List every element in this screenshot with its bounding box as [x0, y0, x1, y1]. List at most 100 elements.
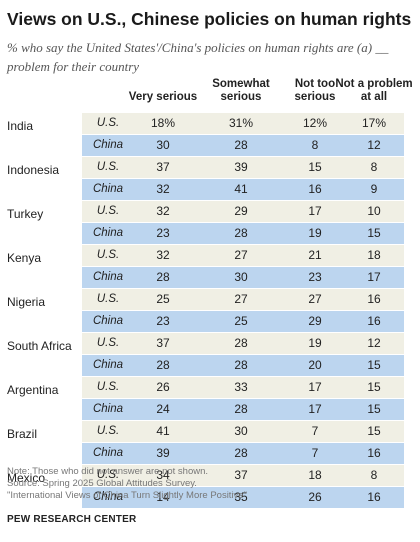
table-row: China 28 28 20 15: [82, 355, 404, 376]
table-row: China 14 35 26 16: [82, 487, 404, 508]
column-header: Somewhat serious: [212, 78, 270, 103]
table-cell: 28: [234, 138, 248, 152]
table-cell: 39: [234, 160, 248, 174]
table-cell: 30: [156, 138, 170, 152]
table-cell: 23: [308, 270, 322, 284]
table-row: U.S. 37 39 15 8: [82, 157, 404, 178]
table-cell: 26: [156, 380, 170, 394]
table-cell: 35: [234, 490, 248, 504]
report-title-line: "International Views of China Turn Sligh…: [7, 490, 247, 501]
table-cell: 31%: [228, 116, 254, 130]
series-label: U.S.: [96, 337, 120, 349]
table-row: U.S. 32 29 17 10: [82, 201, 404, 222]
series-label: China: [92, 403, 124, 415]
table-cell: 27: [234, 248, 248, 262]
column-header: Very serious: [128, 91, 198, 103]
table-cell: 15: [367, 358, 381, 372]
table-cell: 10: [367, 204, 381, 218]
table-cell: 28: [234, 402, 248, 416]
series-label: U.S.: [96, 205, 120, 217]
table-cell: 25: [234, 314, 248, 328]
series-label: China: [92, 183, 124, 195]
table-cell: 16: [367, 446, 381, 460]
chart-subtitle: % who say the United States'/China's pol…: [7, 40, 389, 74]
table-cell: 7: [311, 424, 319, 438]
table-cell: 7: [311, 446, 319, 460]
table-cell: 17: [308, 380, 322, 394]
country-label: Mexico: [7, 471, 46, 485]
table-cell: 41: [234, 182, 248, 196]
table-row: China 32 41 16 9: [82, 179, 404, 200]
table-cell: 16: [367, 292, 381, 306]
table-cell: 19: [308, 226, 322, 240]
table-cell: 30: [234, 424, 248, 438]
table-cell: 27: [308, 292, 322, 306]
table-cell: 32: [156, 248, 170, 262]
table-cell: 28: [234, 446, 248, 460]
table-cell: 28: [156, 270, 170, 284]
table-cell: 41: [156, 424, 170, 438]
table-row: U.S. 18% 31% 12% 17%: [82, 113, 404, 134]
table-row: China 30 28 8 12: [82, 135, 404, 156]
table-cell: 17: [367, 270, 381, 284]
table-cell: 28: [156, 358, 170, 372]
table-row: U.S. 25 27 27 16: [82, 289, 404, 310]
brand-logo-text: PEW RESEARCH CENTER: [7, 514, 137, 525]
table-cell: 9: [370, 182, 378, 196]
table-cell: 14: [156, 490, 170, 504]
table-cell: 15: [367, 226, 381, 240]
series-label: U.S.: [96, 425, 120, 437]
table-cell: 32: [156, 204, 170, 218]
table-cell: 19: [308, 336, 322, 350]
table-cell: 12: [367, 336, 381, 350]
source-line: Source: Spring 2025 Global Attitudes Sur…: [7, 478, 197, 489]
table-cell: 37: [156, 336, 170, 350]
table-row: U.S. 32 27 21 18: [82, 245, 404, 266]
series-label: U.S.: [96, 161, 120, 173]
table-cell: 15: [367, 380, 381, 394]
table-cell: 29: [308, 314, 322, 328]
table-cell: 18: [367, 248, 381, 262]
series-label: China: [92, 227, 124, 239]
chart-title: Views on U.S., Chinese policies on human…: [7, 9, 412, 29]
table-cell: 8: [370, 468, 378, 482]
table-row: U.S. 26 33 17 15: [82, 377, 404, 398]
country-label: India: [7, 119, 34, 133]
table-cell: 28: [234, 336, 248, 350]
table-cell: 33: [234, 380, 248, 394]
country-label: Brazil: [7, 427, 38, 441]
table-cell: 34: [156, 468, 170, 482]
table-row: China 23 28 19 15: [82, 223, 404, 244]
table-cell: 24: [156, 402, 170, 416]
table-cell: 8: [370, 160, 378, 174]
country-label: Indonesia: [7, 163, 60, 177]
table-cell: 15: [367, 424, 381, 438]
table-cell: 15: [367, 402, 381, 416]
table-cell: 17%: [361, 116, 387, 130]
table-cell: 16: [367, 314, 381, 328]
table-cell: 29: [234, 204, 248, 218]
table-row: China 28 30 23 17: [82, 267, 404, 288]
table-cell: 32: [156, 182, 170, 196]
table-cell: 39: [156, 446, 170, 460]
table-cell: 23: [156, 226, 170, 240]
table-cell: 21: [308, 248, 322, 262]
table-cell: 8: [311, 138, 319, 152]
series-label: U.S.: [96, 249, 120, 261]
series-label: China: [92, 271, 124, 283]
country-label: Turkey: [7, 207, 44, 221]
series-label: U.S.: [96, 293, 120, 305]
table-cell: 17: [308, 402, 322, 416]
column-header: Not too serious: [294, 78, 336, 103]
country-label: Kenya: [7, 251, 42, 265]
series-label: China: [92, 139, 124, 151]
table-cell: 37: [156, 160, 170, 174]
table-cell: 23: [156, 314, 170, 328]
table-cell: 18%: [150, 116, 176, 130]
series-label: China: [92, 359, 124, 371]
series-label: U.S.: [96, 117, 120, 129]
note-line: Note: Those who did not answer are not s…: [7, 466, 209, 477]
table-cell: 27: [234, 292, 248, 306]
series-label: U.S.: [96, 381, 120, 393]
table-cell: 16: [308, 182, 322, 196]
